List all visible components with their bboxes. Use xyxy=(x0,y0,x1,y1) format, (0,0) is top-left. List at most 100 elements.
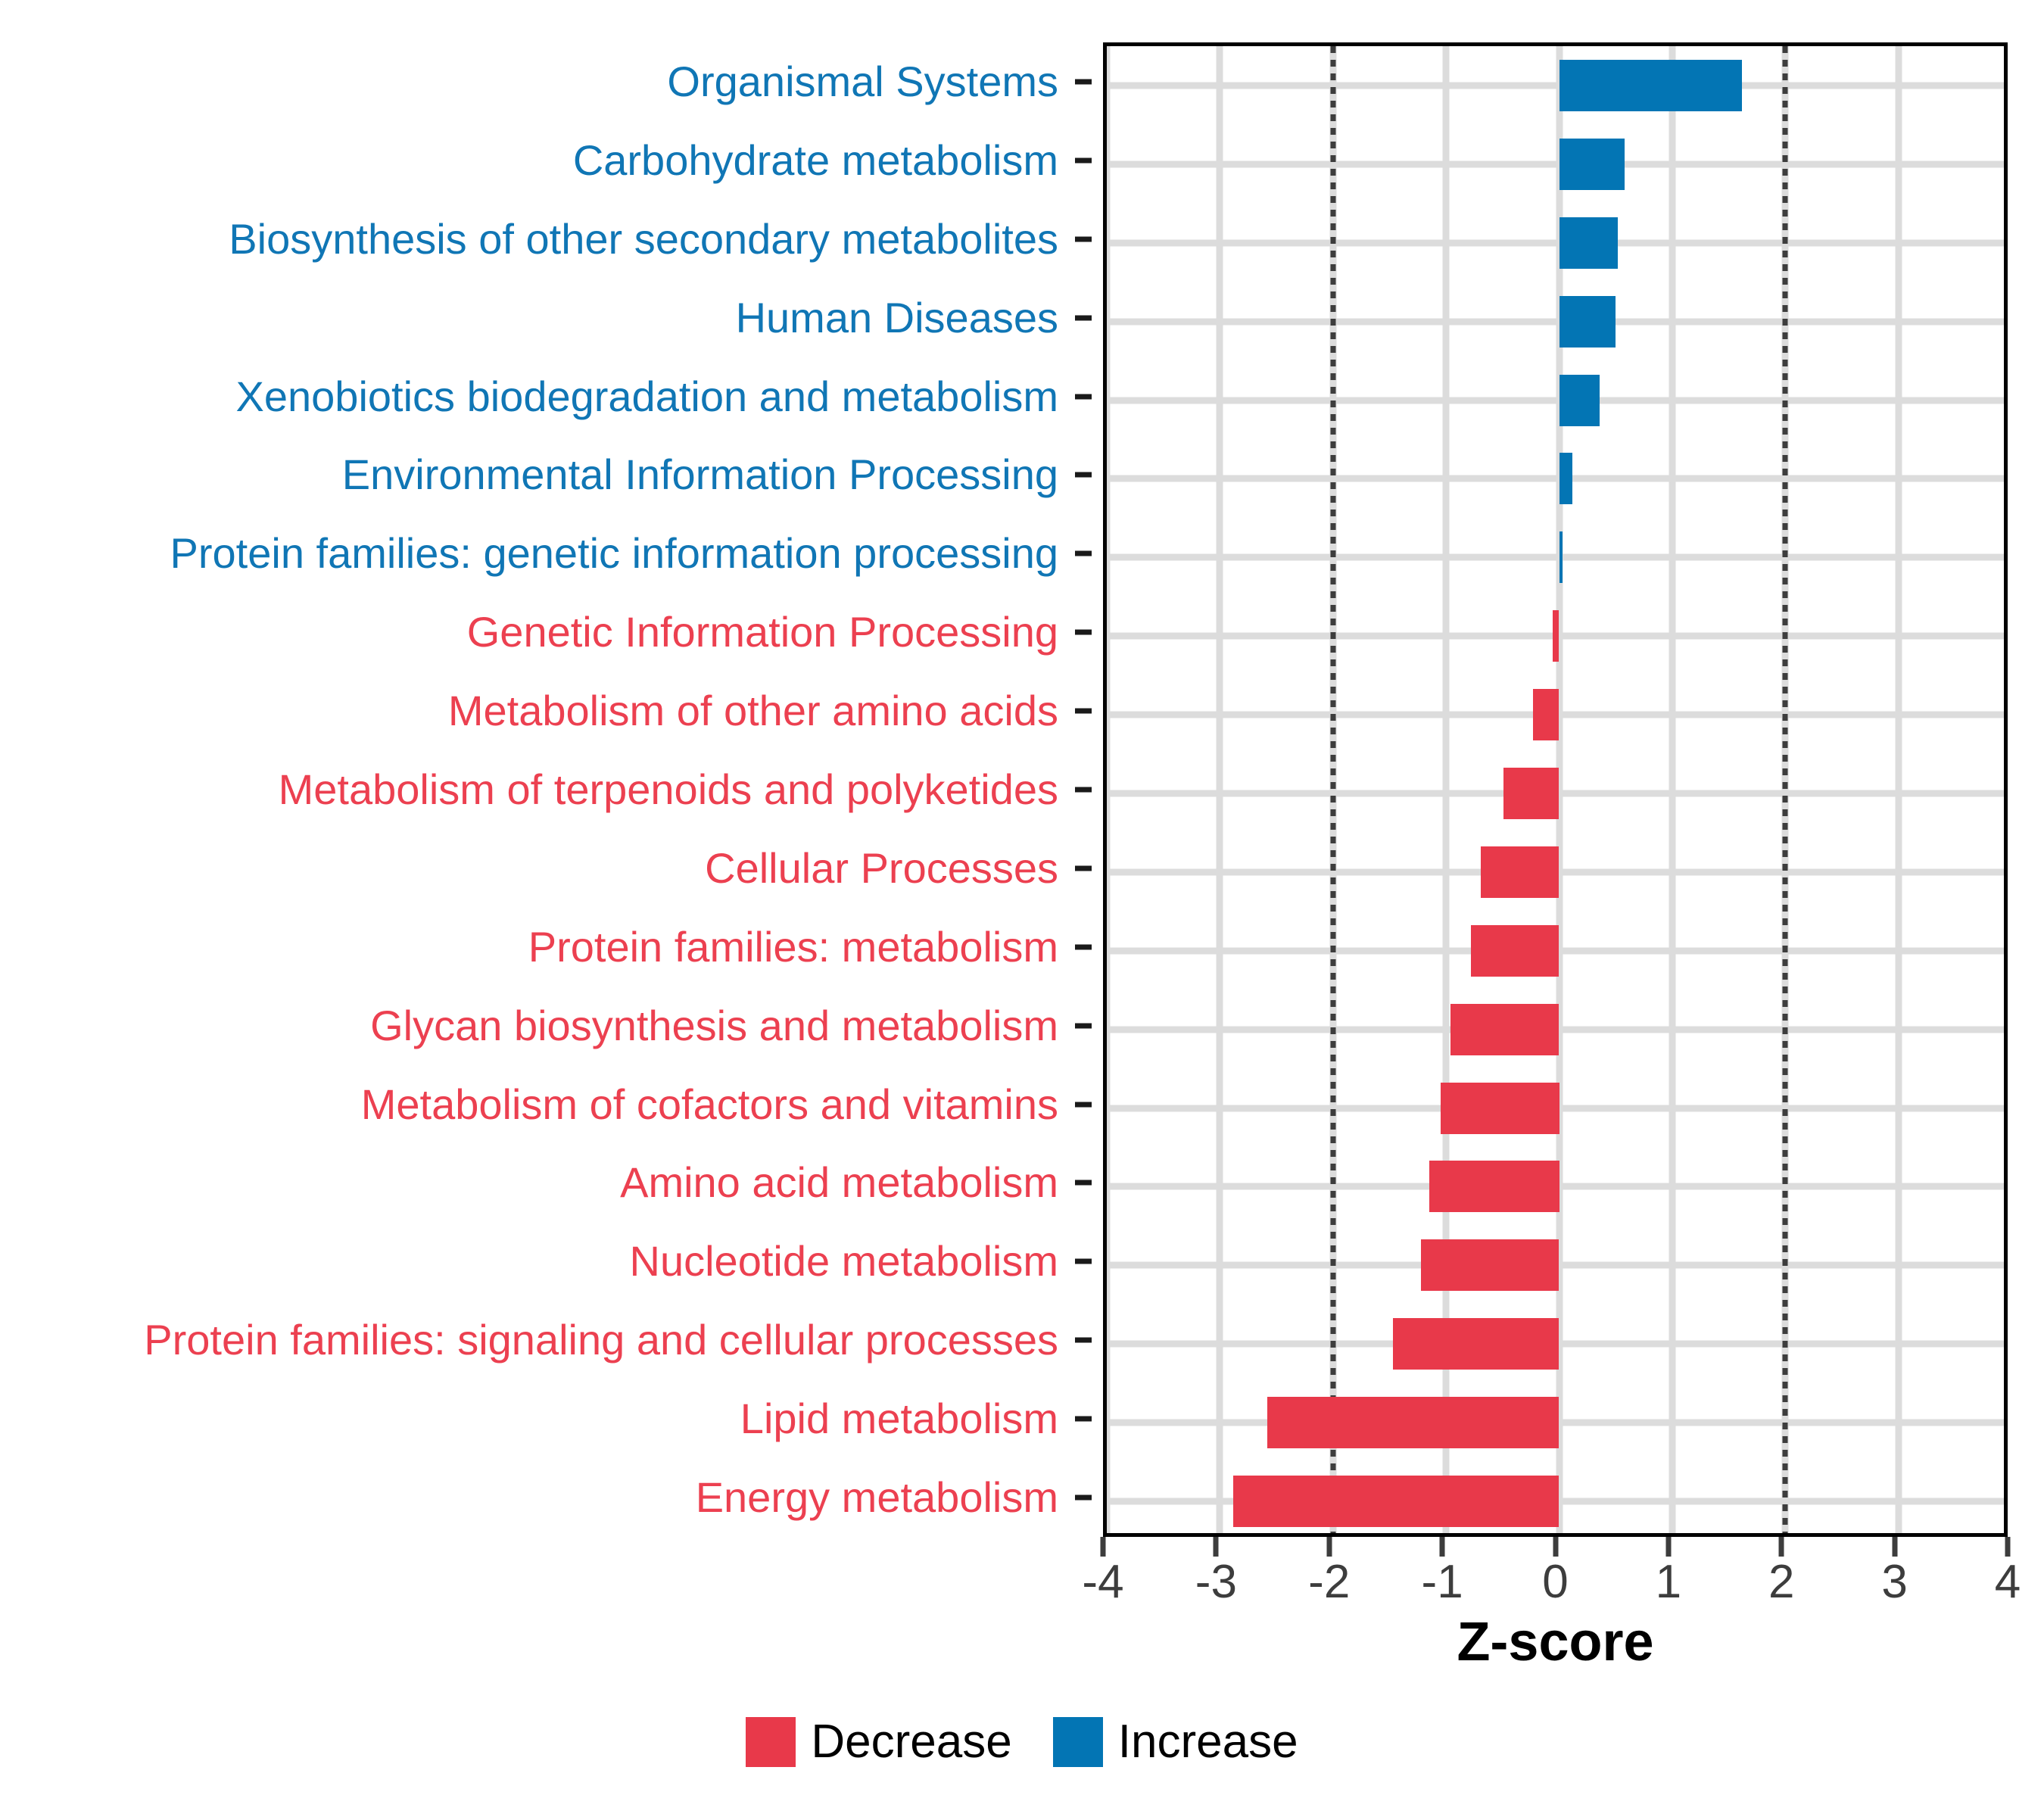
y-axis-tick xyxy=(1075,550,1092,556)
y-gridline xyxy=(1107,318,2004,326)
x-axis-tick-label: 2 xyxy=(1768,1556,1795,1608)
legend-item[interactable]: Decrease xyxy=(746,1716,1012,1768)
x-gridline xyxy=(1216,46,1223,1533)
y-axis-tick xyxy=(1075,79,1092,85)
y-axis-label: Metabolism of terpenoids and polyketides xyxy=(278,765,1058,813)
legend-swatch xyxy=(1052,1717,1103,1767)
x-axis-tick xyxy=(1439,1537,1445,1557)
y-axis-tick xyxy=(1075,236,1092,242)
bar[interactable] xyxy=(1559,374,1600,426)
y-axis-tick xyxy=(1075,472,1092,478)
y-axis-tick xyxy=(1075,394,1092,400)
x-axis-tick-label: 3 xyxy=(1881,1556,1908,1608)
bar[interactable] xyxy=(1450,1003,1559,1055)
bar[interactable] xyxy=(1559,453,1573,505)
y-axis-tick xyxy=(1075,1416,1092,1422)
legend-label: Increase xyxy=(1117,1716,1298,1768)
bar[interactable] xyxy=(1559,217,1619,269)
bar[interactable] xyxy=(1233,1476,1559,1528)
x-axis-tick-label: -3 xyxy=(1195,1556,1237,1608)
y-axis-tick xyxy=(1075,787,1092,793)
y-axis-tick xyxy=(1075,944,1092,950)
y-axis-tick xyxy=(1075,865,1092,871)
bar[interactable] xyxy=(1503,768,1559,819)
y-axis-tick xyxy=(1075,1102,1092,1108)
x-gridline xyxy=(1895,46,1902,1533)
bar[interactable] xyxy=(1533,689,1559,741)
y-axis-label: Metabolism of other amino acids xyxy=(447,687,1058,735)
x-axis-tick-label: 0 xyxy=(1542,1556,1569,1608)
x-axis-tick xyxy=(1778,1537,1784,1557)
y-axis-tick xyxy=(1075,1337,1092,1343)
y-gridline xyxy=(1107,397,2004,404)
x-axis-tick xyxy=(1665,1537,1672,1557)
y-axis-tick xyxy=(1075,1023,1092,1029)
y-axis-label: Human Diseases xyxy=(735,293,1058,341)
y-axis-label: Environmental Information Processing xyxy=(341,450,1058,499)
bar[interactable] xyxy=(1421,1239,1559,1292)
y-axis-label: Protein families: signaling and cellular… xyxy=(144,1316,1058,1364)
bar[interactable] xyxy=(1429,1161,1559,1213)
reference-line xyxy=(1782,46,1788,1533)
x-axis-tick xyxy=(1213,1537,1219,1557)
bar[interactable] xyxy=(1552,610,1559,662)
bar[interactable] xyxy=(1559,59,1743,111)
x-axis-tick-label: 4 xyxy=(1994,1556,2021,1608)
x-gridline xyxy=(1107,46,1111,1533)
x-gridline xyxy=(1442,46,1450,1533)
y-axis-label: Protein families: genetic information pr… xyxy=(170,529,1058,578)
y-axis-tick xyxy=(1075,1258,1092,1264)
y-axis-label: Cellular Processes xyxy=(705,843,1058,892)
legend-item[interactable]: Increase xyxy=(1052,1716,1298,1768)
y-axis-tick xyxy=(1075,708,1092,714)
x-axis-tick xyxy=(1892,1537,1898,1557)
bar[interactable] xyxy=(1267,1397,1559,1449)
x-axis-tick-label: -2 xyxy=(1308,1556,1351,1608)
y-axis-tick xyxy=(1075,157,1092,164)
y-axis-label: Biosynthesis of other secondary metaboli… xyxy=(229,214,1058,263)
y-axis-label: Xenobiotics biodegradation and metabolis… xyxy=(235,372,1058,420)
x-axis-tick-label: -4 xyxy=(1082,1556,1124,1608)
plot-inner xyxy=(1107,46,2004,1533)
bar[interactable] xyxy=(1440,1082,1559,1134)
x-axis-title: Z-score xyxy=(1457,1612,1654,1672)
bar[interactable] xyxy=(1559,531,1563,584)
y-gridline xyxy=(1107,553,2004,561)
bar[interactable] xyxy=(1559,295,1616,348)
x-axis-tick xyxy=(1100,1537,1106,1557)
y-axis-tick xyxy=(1075,1494,1092,1501)
bar[interactable] xyxy=(1559,138,1625,190)
reference-line xyxy=(1330,46,1336,1533)
x-axis-tick xyxy=(2005,1537,2011,1557)
y-axis-tick xyxy=(1075,315,1092,321)
y-axis-label: Amino acid metabolism xyxy=(620,1158,1058,1207)
y-axis-category-labels: Organismal Systems Carbohydrate metabolis… xyxy=(0,42,1092,1537)
legend-label: Decrease xyxy=(811,1716,1012,1768)
y-axis-tick xyxy=(1075,1180,1092,1186)
y-axis-tick xyxy=(1075,629,1092,635)
y-gridline xyxy=(1107,239,2004,247)
y-axis-label: Organismal Systems xyxy=(667,57,1058,105)
bar[interactable] xyxy=(1392,1318,1559,1370)
plot-area xyxy=(1103,42,2008,1537)
y-gridline xyxy=(1107,161,2004,168)
bar[interactable] xyxy=(1470,924,1559,977)
x-axis-tick xyxy=(1326,1537,1332,1557)
y-gridline xyxy=(1107,475,2004,482)
x-axis-tick-label: -1 xyxy=(1421,1556,1463,1608)
y-axis-label: Energy metabolism xyxy=(695,1473,1058,1522)
y-axis-label: Metabolism of cofactors and vitamins xyxy=(360,1080,1058,1128)
y-gridline xyxy=(1107,82,2004,89)
bar[interactable] xyxy=(1481,846,1559,898)
x-gridline xyxy=(1669,46,1676,1533)
legend-swatch xyxy=(746,1717,796,1767)
x-axis-tick xyxy=(1553,1537,1558,1557)
y-axis-label: Nucleotide metabolism xyxy=(629,1237,1058,1286)
x-axis-tick-label: 1 xyxy=(1655,1556,1682,1608)
y-axis-label: Glycan biosynthesis and metabolism xyxy=(370,1001,1058,1049)
y-axis-label: Protein families: metabolism xyxy=(528,922,1058,971)
chart-legend: Decrease Increase xyxy=(0,1717,2044,1767)
x-gridline xyxy=(1556,46,1563,1533)
y-axis-label: Genetic Information Processing xyxy=(466,608,1058,656)
